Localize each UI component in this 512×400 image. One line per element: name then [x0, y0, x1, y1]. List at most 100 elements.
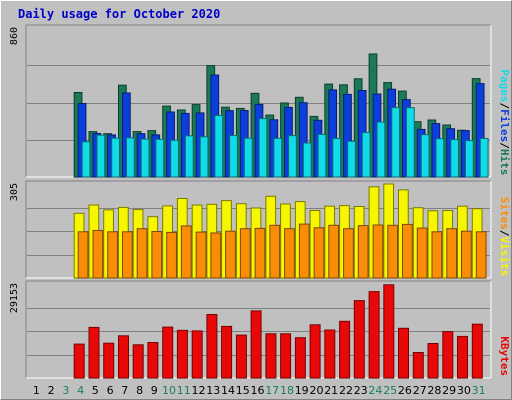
legend-slash: / — [498, 142, 511, 149]
bar-sites-day-30 — [461, 230, 472, 279]
x-tick-label: 1 — [33, 384, 40, 397]
bar-pages-day-12 — [199, 136, 209, 178]
bar-sites-day-20 — [313, 227, 325, 279]
bar-kbytes-day-31 — [471, 323, 483, 379]
bar-sites-day-6 — [107, 231, 118, 279]
x-tick-label: 24 — [368, 384, 382, 397]
x-tick-label: 23 — [354, 384, 368, 397]
bar-kbytes-day-18 — [280, 333, 292, 379]
bar-sites-day-9 — [151, 231, 163, 279]
x-tick-label: 26 — [398, 384, 412, 397]
legend-slash: / — [498, 230, 511, 237]
x-tick-label: 10 — [162, 384, 176, 397]
bar-kbytes-day-4 — [73, 343, 85, 379]
x-tick-label: 4 — [77, 384, 84, 397]
bar-kbytes-day-7 — [118, 335, 129, 379]
bar-pages-day-25 — [391, 107, 401, 178]
bar-sites-day-7 — [122, 231, 133, 279]
x-tick-label: 20 — [310, 384, 324, 397]
x-tick-label: 25 — [383, 384, 397, 397]
bar-sites-day-19 — [298, 223, 310, 279]
x-tick-label: 17 — [265, 384, 279, 397]
bar-sites-day-13 — [210, 232, 222, 279]
bar-pages-day-27 — [420, 134, 430, 178]
legend-hits: Hits — [498, 149, 511, 176]
bar-kbytes-day-11 — [176, 329, 188, 379]
bar-sites-day-25 — [387, 224, 399, 279]
bar-sites-day-10 — [166, 231, 177, 279]
bar-pages-day-28 — [435, 138, 445, 178]
x-tick-label: 3 — [62, 384, 69, 397]
bar-kbytes-day-9 — [147, 342, 159, 379]
bar-sites-day-18 — [284, 228, 295, 279]
bar-pages-day-24 — [376, 121, 386, 178]
bar-sites-day-24 — [372, 224, 384, 279]
x-tick-label: 30 — [457, 384, 471, 397]
bar-kbytes-day-14 — [221, 325, 233, 379]
y-max-label: 860 — [9, 27, 20, 45]
panel-bottom: 29153 KBytes — [9, 280, 511, 379]
bar-sites-day-11 — [180, 225, 192, 279]
bar-kbytes-day-10 — [162, 326, 174, 379]
legend-slash: / — [498, 103, 511, 110]
bar-pages-day-10 — [170, 139, 179, 178]
x-tick-label: 22 — [339, 384, 353, 397]
x-tick-label: 9 — [151, 384, 158, 397]
x-tick-label: 21 — [324, 384, 338, 397]
bar-kbytes-day-20 — [309, 324, 321, 379]
legend-pages: Pages — [498, 69, 511, 102]
side-legend-bottom: KBytes — [498, 336, 511, 376]
bar-sites-day-22 — [343, 228, 354, 279]
x-tick-label: 14 — [221, 384, 235, 397]
bar-pages-day-17 — [273, 137, 283, 178]
x-tick-label: 15 — [236, 384, 250, 397]
bar-kbytes-day-25 — [383, 284, 395, 379]
side-legend-top: Pages/Files/Hits — [498, 69, 511, 175]
bar-kbytes-day-6 — [103, 342, 115, 379]
chart-title: Daily usage for October 2020 — [18, 7, 221, 21]
bar-sites-day-17 — [269, 224, 281, 279]
bar-sites-day-26 — [402, 223, 413, 279]
bar-pages-day-21 — [332, 138, 342, 178]
bar-kbytes-day-29 — [442, 331, 454, 379]
x-tick-label: 19 — [295, 384, 309, 397]
y-max-label: 29153 — [9, 283, 20, 313]
bar-sites-day-5 — [92, 230, 104, 279]
bar-kbytes-day-17 — [265, 333, 277, 379]
bar-kbytes-day-15 — [235, 334, 247, 379]
x-tick-label: 16 — [251, 384, 265, 397]
x-tick-label: 12 — [192, 384, 206, 397]
bar-pages-day-23 — [361, 132, 371, 178]
x-tick-label: 5 — [92, 384, 99, 397]
x-tick-label: 7 — [121, 384, 128, 397]
bar-kbytes-day-26 — [398, 327, 409, 379]
bar-kbytes-day-12 — [191, 330, 203, 379]
legend-files: Files — [498, 109, 511, 142]
side-legend-middle: Sites/Visits — [498, 197, 511, 276]
bar-kbytes-day-16 — [250, 310, 262, 379]
bar-pages-day-7 — [126, 137, 135, 178]
bar-pages-day-14 — [229, 135, 238, 178]
bar-pages-day-29 — [450, 139, 460, 178]
bar-kbytes-day-5 — [88, 326, 100, 379]
bar-kbytes-day-19 — [294, 337, 306, 379]
x-tick-label: 13 — [206, 384, 220, 397]
x-tick-label: 11 — [177, 384, 191, 397]
bar-kbytes-day-30 — [457, 335, 468, 379]
bar-pages-day-18 — [288, 135, 297, 178]
bar-kbytes-day-8 — [132, 344, 144, 379]
bar-kbytes-day-28 — [427, 343, 439, 379]
legend-kbytes: KBytes — [498, 336, 511, 376]
bar-kbytes-day-24 — [368, 291, 380, 379]
bar-sites-day-28 — [431, 231, 443, 279]
bar-sites-day-8 — [136, 228, 148, 279]
bar-pages-day-11 — [184, 135, 194, 178]
bar-sites-day-16 — [254, 227, 266, 279]
bar-pages-day-22 — [347, 140, 356, 178]
bar-kbytes-day-22 — [339, 320, 351, 379]
bar-sites-day-21 — [328, 224, 340, 279]
bar-pages-day-19 — [302, 142, 312, 178]
bar-sites-day-4 — [77, 231, 89, 279]
y-max-label: 305 — [9, 183, 20, 201]
